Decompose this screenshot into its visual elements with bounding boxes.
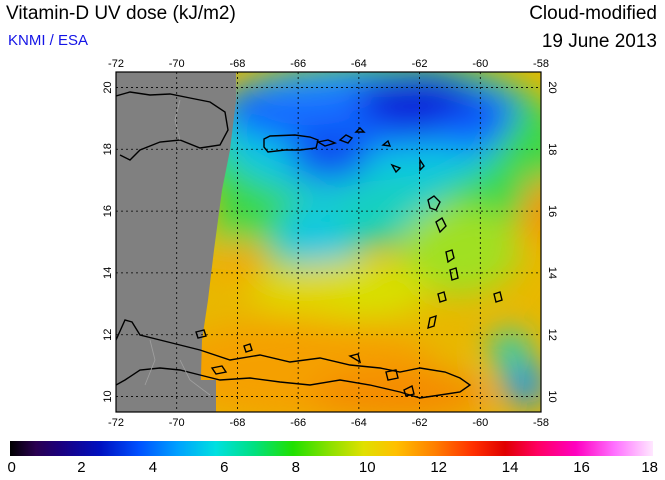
lon-tick-bottom: -66 [290,417,306,429]
lon-tick-top: -62 [412,58,428,70]
colorbar-gradient [10,441,653,456]
lon-tick-bottom: -72 [108,417,124,429]
lat-tick-right: 16 [546,205,558,217]
lat-tick-left: 20 [102,81,114,93]
lat-tick-left: 18 [102,143,114,155]
lat-tick-right: 12 [546,329,558,341]
graticule [116,72,541,412]
map-date: 19 June 2013 [541,31,657,52]
data-source-credit: KNMI / ESA [8,32,89,49]
colorbar-tick-label: 6 [220,459,229,476]
colorbar-tick-label: 4 [148,459,158,476]
lon-tick-bottom: -60 [472,417,488,429]
lat-tick-right: 14 [546,267,558,279]
lon-tick-top: -68 [229,58,245,70]
colorbar-tick-label: 14 [501,459,519,476]
lon-tick-bottom: -64 [351,417,367,429]
lon-tick-bottom: -62 [412,417,428,429]
lon-tick-top: -64 [351,58,367,70]
lat-tick-left: 10 [102,390,114,402]
lat-tick-right: 20 [546,81,558,93]
lon-tick-top: -58 [533,58,549,70]
colorbar-tick-label: 18 [641,459,659,476]
product-mode: Cloud-modified [529,3,657,24]
borders [144,99,211,396]
uv-field [116,72,541,412]
uv-dose-map: -72 -70 -68 -66 -64 -62 -60 -58 -72 -70 -68 -66 -64 -… [102,58,558,429]
tick-labels: -72 -70 -68 -66 -64 -62 -60 -58 -72 -70 -68 -66 -64 -… [102,58,558,429]
colorbar-tick-label: 2 [77,459,86,476]
map-frame [115,71,542,413]
map-title: Vitamin-D UV dose (kJ/m2) [6,3,236,24]
colorbar-tick-label: 8 [291,459,300,476]
lon-tick-top: -70 [169,58,185,70]
coastlines [116,91,503,399]
lon-tick-bottom: -70 [169,417,185,429]
lon-tick-bottom: -68 [229,417,245,429]
lon-tick-top: -72 [108,58,124,70]
lat-tick-left: 14 [102,267,114,279]
colorbar-tick-label: 16 [573,459,590,476]
colorbar-tick-label: 12 [430,459,447,476]
colorbar-tick-label: 10 [358,459,376,476]
lat-tick-right: 18 [546,143,558,155]
lon-tick-top: -66 [290,58,306,70]
lat-tick-left: 16 [102,205,114,217]
lat-tick-left: 12 [102,329,114,341]
lon-tick-top: -60 [472,58,488,70]
no-data-land-region [116,72,236,412]
colorbar-tick-label: 0 [7,459,16,476]
lon-tick-bottom: -58 [533,417,549,429]
lat-tick-right: 10 [546,390,558,402]
